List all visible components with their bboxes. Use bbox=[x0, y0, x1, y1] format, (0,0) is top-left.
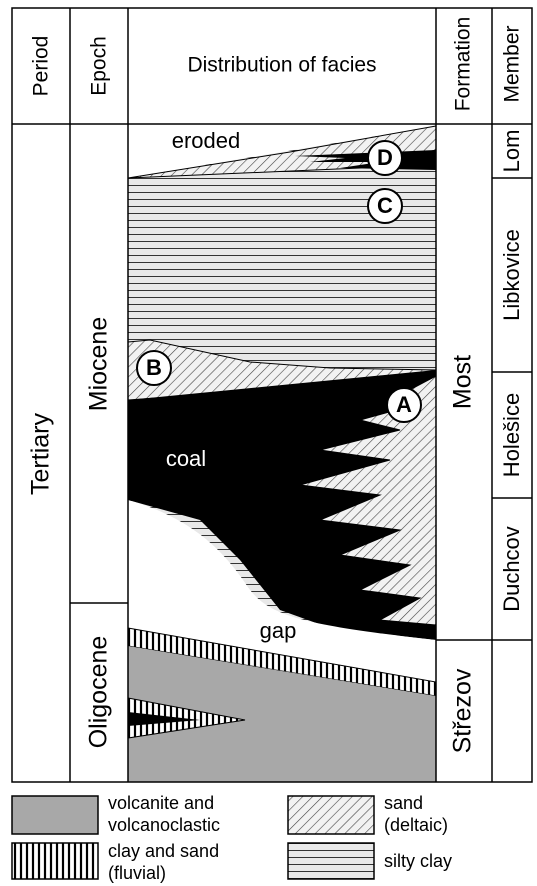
member-label: Libkovice bbox=[499, 229, 524, 321]
legend-swatch bbox=[288, 796, 374, 834]
facies-label: gap bbox=[260, 618, 297, 643]
marker-label: B bbox=[146, 355, 162, 380]
marker: C bbox=[368, 189, 402, 223]
member-label: Holešice bbox=[499, 393, 524, 477]
legend-label: silty clay bbox=[384, 851, 452, 871]
marker: A bbox=[387, 388, 421, 422]
header-formation: Formation bbox=[452, 17, 475, 112]
legend-label: clay and sand (fluvial) bbox=[108, 841, 224, 883]
epoch-label: Miocene bbox=[85, 317, 113, 412]
legend-label: sand (deltaic) bbox=[384, 793, 448, 835]
header-epoch: Epoch bbox=[88, 36, 111, 96]
member-label: Lom bbox=[499, 130, 524, 173]
header-period: Period bbox=[30, 36, 53, 97]
header-member: Member bbox=[501, 25, 524, 102]
marker-label: A bbox=[396, 392, 412, 417]
legend-swatch bbox=[12, 843, 98, 879]
facies-label: coal bbox=[166, 446, 206, 471]
header-facies: Distribution of facies bbox=[187, 54, 376, 77]
marker: D bbox=[368, 141, 402, 175]
member-label: Duchcov bbox=[499, 526, 524, 612]
epoch-label: Oligocene bbox=[85, 636, 113, 749]
stratigraphic-diagram: Period Epoch Distribution of facies Form… bbox=[0, 0, 537, 886]
marker-label: C bbox=[377, 193, 393, 218]
formation-label: Most bbox=[449, 355, 477, 409]
facies-label: eroded bbox=[172, 128, 241, 153]
marker: B bbox=[137, 351, 171, 385]
legend-swatch bbox=[288, 843, 374, 879]
period-label: Tertiary bbox=[27, 413, 55, 495]
legend: volcanite and volcanoclastic sand (delta… bbox=[12, 793, 452, 883]
legend-swatch bbox=[12, 796, 98, 834]
formation-label: Střezov bbox=[449, 668, 477, 753]
legend-label: volcanite and volcanoclastic bbox=[108, 793, 220, 835]
marker-label: D bbox=[377, 145, 393, 170]
